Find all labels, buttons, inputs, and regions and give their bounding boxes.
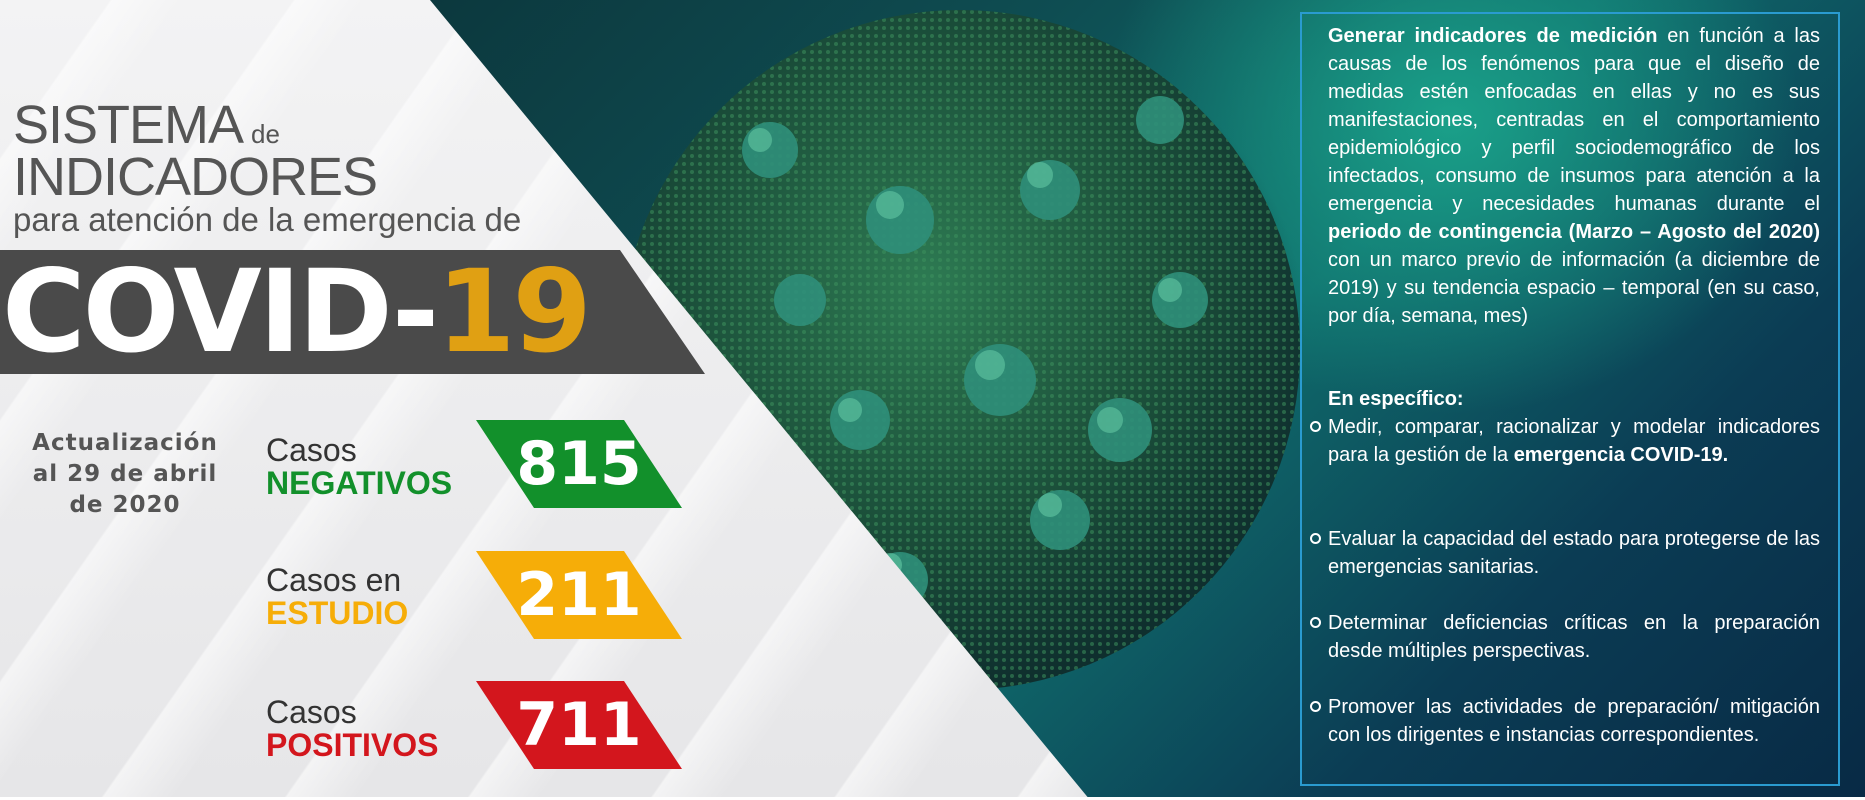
update-date: Actualización al 29 de abril de 2020 [32,430,218,518]
bullet-circle-icon [1310,701,1321,712]
bottom-strip [0,797,1865,800]
info-intro: Generar indicadores de medición en funci… [1328,25,1820,327]
title-indicadores: INDICADORES [13,147,378,207]
info-subhead: En específico: [1328,388,1464,410]
title-sistema: SISTEMA de [13,95,280,155]
stat-label-positivos: Casos POSITIVOS [266,694,439,763]
bullet-circle-icon [1310,533,1321,544]
stat-label-negativos: Casos NEGATIVOS [266,432,453,501]
bullet-circle-icon [1310,421,1321,432]
bullet-item-1: Medir, comparar, racionalizar y modelar … [1310,413,1820,469]
bullet-item-2: Evaluar la capacidad del estado para pro… [1310,525,1820,581]
title-subtitle: para atención de la emergencia de [13,201,522,238]
stat-value-positivos: 711 [516,690,642,760]
stat-label-estudio: Casos en ESTUDIO [266,562,409,631]
covid-title: COVID-19 [2,245,592,378]
bullet-item-3: Determinar deficiencias críticas en la p… [1310,609,1820,665]
info-panel-border [1300,12,1840,786]
covid-title-band [0,250,705,374]
stat-value-estudio: 211 [516,560,642,630]
bullet-item-4: Promover las actividades de preparación/… [1310,693,1820,749]
stat-value-negativos: 815 [516,429,642,499]
bullet-circle-icon [1310,617,1321,628]
